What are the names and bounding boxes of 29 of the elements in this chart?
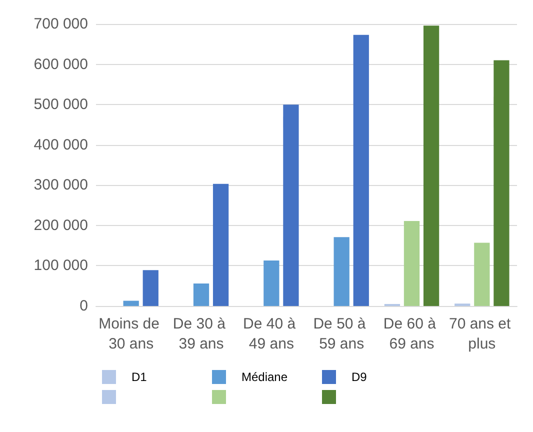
legend-label: Médiane: [242, 370, 288, 384]
y-tick-label: 700 000: [34, 16, 88, 32]
bar: [193, 283, 210, 306]
bar: [142, 270, 158, 306]
y-tick-label: 500 000: [34, 96, 88, 114]
bar: [353, 34, 369, 306]
bar: [123, 300, 139, 306]
y-tick-label: 0: [80, 298, 88, 314]
x-tick-label: Moins de 30 ans: [98, 316, 164, 352]
y-tick-label: 100 000: [34, 257, 88, 274]
x-tick-label: 70 ans et plus: [448, 316, 515, 352]
bar: [264, 260, 280, 306]
y-tick-label: 300 000: [34, 176, 88, 194]
x-tick-label: De 50 à 59 ans: [313, 316, 370, 352]
x-tick-label: De 40 à 49 ans: [243, 316, 300, 352]
bar: [212, 184, 229, 306]
y-tick-label: 400 000: [34, 136, 88, 154]
bar: [494, 60, 510, 306]
bar: [474, 242, 490, 306]
bar: [404, 220, 420, 306]
y-tick-label: 600 000: [34, 56, 88, 73]
bar: [334, 237, 350, 306]
x-tick-label: De 30 à 39 ans: [172, 316, 230, 352]
bar: [423, 26, 440, 306]
legend-label: D9: [352, 370, 367, 384]
bar: [283, 104, 299, 306]
x-tick-label: De 60 à 69 ans: [383, 316, 440, 352]
y-tick-label: 200 000: [34, 216, 88, 234]
legend-label: D1: [132, 370, 147, 384]
